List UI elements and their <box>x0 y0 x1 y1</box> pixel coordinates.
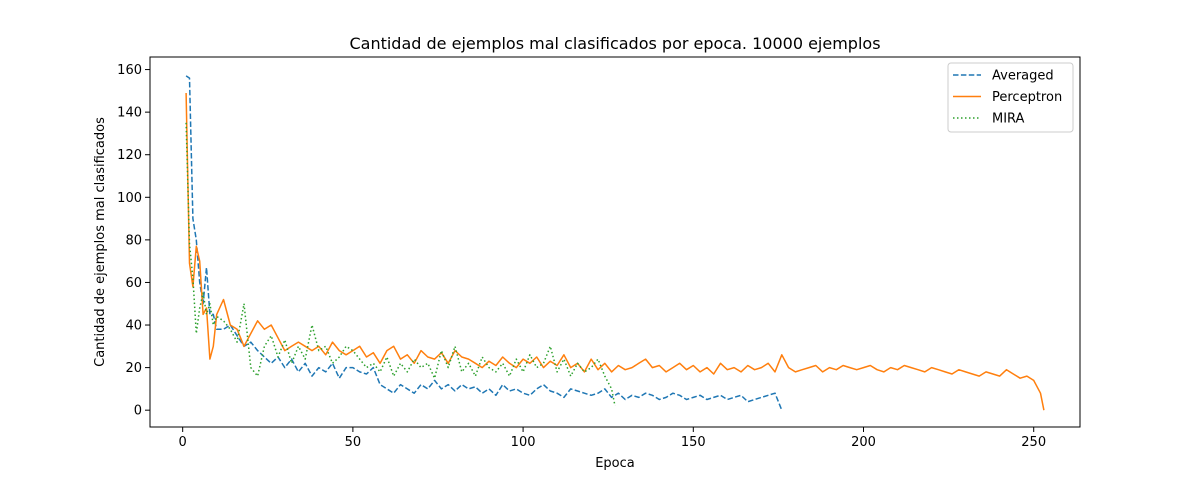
y-tick-label: 60 <box>125 276 142 291</box>
legend-label-averaged: Averaged <box>992 69 1054 84</box>
y-tick-label: 40 <box>125 319 142 334</box>
series-layer <box>185 75 1045 411</box>
x-axis-label: Epoca <box>595 456 635 471</box>
legend-box <box>947 62 1074 133</box>
y-tick-label: 80 <box>125 233 142 248</box>
chart-title: Cantidad de ejemplos mal clasificados po… <box>349 34 880 53</box>
x-tick-label: 150 <box>681 435 706 450</box>
x-tick-label: 0 <box>179 435 187 450</box>
y-tick-label: 20 <box>125 361 142 376</box>
x-axis: 0 50 100 150 200 250 <box>179 427 1046 450</box>
y-axis-label: Cantidad de ejemplos mal clasificados <box>93 117 108 367</box>
series-line-mira <box>185 122 616 407</box>
y-axis: 0 20 40 60 80 100 120 140 160 <box>117 63 150 419</box>
x-tick-label: 250 <box>1021 435 1046 450</box>
x-tick-label: 50 <box>345 435 362 450</box>
plot-frame <box>149 56 1081 428</box>
y-tick-label: 140 <box>117 106 142 121</box>
y-tick-label: 120 <box>117 148 142 163</box>
series-line-averaged <box>185 75 783 411</box>
x-tick-label: 100 <box>511 435 536 450</box>
legend: Averaged Perceptron MIRA <box>947 62 1074 133</box>
x-tick-label: 200 <box>851 435 876 450</box>
legend-label-mira: MIRA <box>992 112 1025 127</box>
series-line-perceptron <box>185 92 1045 411</box>
y-tick-label: 100 <box>117 191 142 206</box>
y-tick-label: 0 <box>134 404 142 419</box>
y-tick-label: 160 <box>117 63 142 78</box>
legend-label-perceptron: Perceptron <box>992 90 1062 105</box>
